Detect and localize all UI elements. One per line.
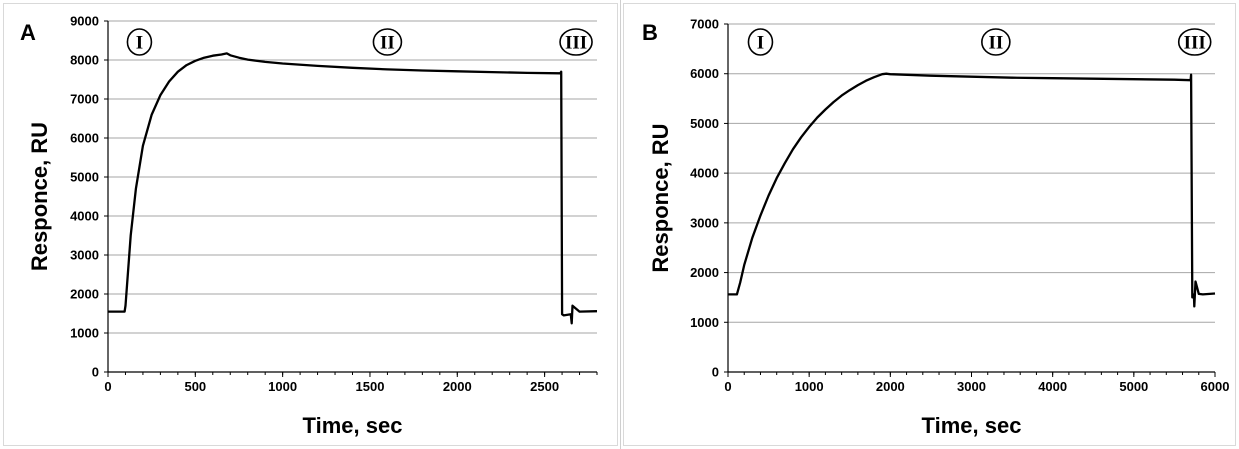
- y-axis-title: Responce, RU: [27, 122, 52, 271]
- x-tick-label: 2000: [443, 379, 472, 394]
- phase-marker-label: I: [136, 33, 143, 54]
- chart-frame: [3, 3, 618, 446]
- x-tick-label: 3000: [957, 379, 986, 394]
- x-tick-label: 1000: [795, 379, 824, 394]
- phase-marker-label: I: [757, 33, 764, 54]
- y-tick-label: 2000: [690, 265, 719, 280]
- y-tick-label: 4000: [690, 166, 719, 181]
- y-tick-label: 7000: [70, 92, 99, 107]
- phase-marker-circle: [747, 28, 774, 56]
- y-tick-label: 0: [712, 365, 719, 380]
- phase-marker-label: III: [565, 33, 587, 54]
- panel-letter: B: [642, 20, 658, 45]
- phase-marker-circle: [981, 28, 1011, 56]
- y-tick-label: 6000: [70, 131, 99, 146]
- chart-panel-b: 0 1000 2000 3000 4000 5000 6000 7000 0 1000 2000 30…: [621, 0, 1239, 449]
- y-tick-label: 2000: [70, 287, 99, 302]
- x-tick-label: 0: [104, 379, 111, 394]
- chart-a-svg: 0 1000 2000 3000 4000 5000 6000 7000 8000 9000 0 50…: [20, 14, 598, 438]
- phase-marker-circle: [126, 28, 153, 56]
- y-tick-label: 3000: [690, 215, 719, 230]
- x-tick-label: 5000: [1119, 379, 1148, 394]
- data-series-line: [728, 72, 1216, 308]
- y-tick-label: 5000: [690, 116, 719, 131]
- x-tick-label: 4000: [1038, 379, 1067, 394]
- phase-marker-circle: [372, 28, 403, 56]
- x-tick-label: 1000: [268, 379, 297, 394]
- x-tick-label: 2000: [876, 379, 905, 394]
- phase-marker-label: II: [380, 33, 395, 54]
- y-tick-label: 8000: [70, 53, 99, 68]
- chart-frame: [623, 3, 1236, 446]
- x-tick-label: 6000: [1201, 379, 1230, 394]
- x-tick-label: 2500: [530, 379, 559, 394]
- phase-marker-circle: [1177, 28, 1212, 56]
- data-series-line: [108, 52, 598, 325]
- x-tick-label: 500: [184, 379, 206, 394]
- y-axis-title: Responce, RU: [648, 123, 673, 272]
- y-tick-label: 4000: [70, 209, 99, 224]
- y-tick-label: 1000: [690, 315, 719, 330]
- phase-marker-label: II: [988, 33, 1003, 54]
- y-tick-label: 5000: [70, 170, 99, 185]
- phase-marker-label: III: [1184, 33, 1206, 54]
- x-tick-label: 0: [724, 379, 731, 394]
- chart-panel-a: 0 1000 2000 3000 4000 5000 6000 7000 8000 9000 0 50…: [3, 3, 618, 446]
- y-tick-label: 1000: [70, 326, 99, 341]
- chart-b-svg: 0 1000 2000 3000 4000 5000 6000 7000 0 1000 2000 30…: [642, 17, 1230, 439]
- x-axis-title: Time, sec: [303, 413, 403, 438]
- panel-letter: A: [20, 20, 36, 45]
- x-axis-title: Time, sec: [922, 413, 1022, 438]
- y-tick-label: 6000: [690, 66, 719, 81]
- y-tick-label: 0: [92, 365, 99, 380]
- phase-marker-circle: [559, 28, 593, 56]
- x-tick-label: 1500: [356, 379, 385, 394]
- y-tick-label: 7000: [690, 17, 719, 32]
- panel-divider: [620, 0, 621, 449]
- y-tick-label: 3000: [70, 248, 99, 263]
- y-tick-label: 9000: [70, 14, 99, 29]
